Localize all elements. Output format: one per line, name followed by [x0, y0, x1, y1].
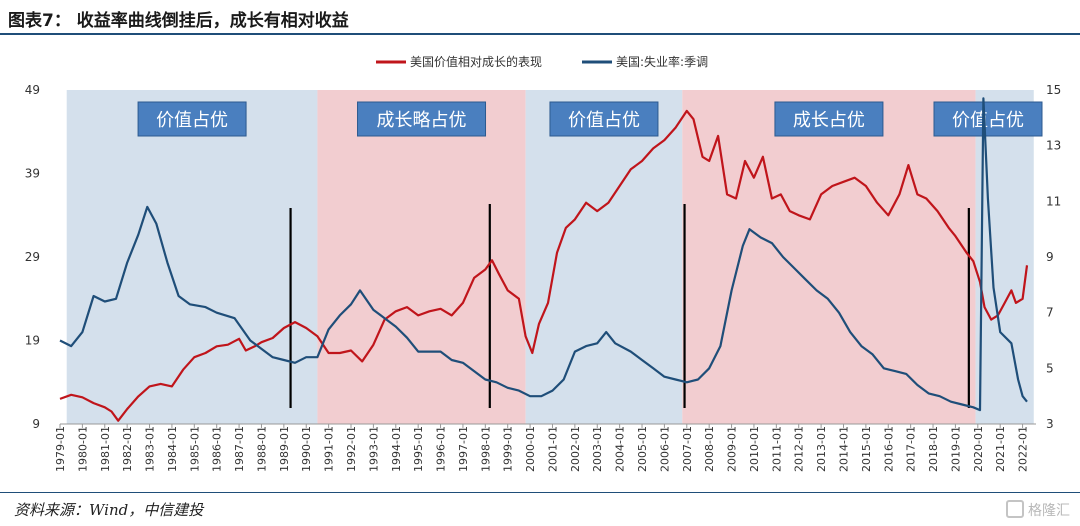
watermark: 格隆汇 [1006, 500, 1070, 520]
x-tick-label-4: 1983-01 [144, 426, 157, 472]
y-right-tick-1: 5 [1046, 361, 1054, 375]
chart-area: 价值占优 成长略占优 价值占优 成长占优 价值占优 9 19 29 39 49 3 5 7 9 11 13 15… [0, 36, 1080, 488]
y-right-tick-0: 3 [1046, 417, 1054, 431]
watermark-text: 格隆汇 [1028, 503, 1070, 519]
y-left-tick-4: 49 [25, 83, 40, 97]
legend-label-0: 美国价值相对成长的表现 [410, 54, 542, 69]
source-note: 资料来源：Wind，中信建投 [14, 501, 204, 519]
x-tick-label-41: 2020-01 [972, 426, 985, 472]
x-tick-label-37: 2016-01 [882, 426, 895, 472]
x-tick-label-38: 2017-01 [905, 426, 918, 472]
region-label-0: 价值占优 [156, 110, 228, 131]
x-tick-label-18: 1997-01 [457, 426, 470, 472]
y-right-tick-5: 13 [1046, 139, 1061, 153]
region-label-3: 成长占优 [793, 110, 865, 131]
x-tick-label-29: 2008-01 [703, 426, 716, 472]
region-label-4: 价值占优 [952, 110, 1024, 131]
x-tick-label-33: 2012-01 [793, 426, 806, 472]
x-tick-label-17: 1996-01 [435, 426, 448, 472]
x-tick-label-21: 2000-01 [524, 426, 537, 472]
x-tick-label-25: 2004-01 [614, 426, 627, 472]
x-tick-label-9: 1988-01 [255, 426, 268, 472]
x-tick-label-13: 1992-01 [345, 426, 358, 472]
y-left-tick-0: 9 [32, 417, 40, 431]
x-tick-label-28: 2007-01 [681, 426, 694, 472]
y-right-tick-3: 9 [1046, 250, 1054, 264]
watermark-logo-icon [1006, 500, 1024, 518]
x-tick-label-6: 1985-01 [188, 426, 201, 472]
x-tick-label-16: 1995-01 [412, 426, 425, 472]
x-tick-label-11: 1990-01 [300, 426, 313, 472]
x-tick-label-43: 2022-01 [1017, 426, 1030, 472]
region-label-box-2 [549, 101, 659, 137]
bottom-rule [0, 492, 1080, 493]
x-tick-label-1: 1980-01 [76, 426, 89, 472]
x-tick-label-34: 2013-01 [815, 426, 828, 472]
x-tick-label-22: 2001-01 [546, 426, 559, 472]
legend-label-1: 美国:失业率:季调 [616, 54, 708, 69]
y-right-tick-6: 15 [1046, 83, 1061, 97]
x-tick-label-0: 1979-01 [54, 426, 67, 472]
y-left-tick-2: 29 [25, 250, 40, 264]
x-tick-label-23: 2002-01 [569, 426, 582, 472]
regime-region-1 [317, 90, 526, 424]
x-tick-label-36: 2015-01 [860, 426, 873, 472]
x-tick-label-39: 2018-01 [927, 426, 940, 472]
x-tick-label-26: 2005-01 [636, 426, 649, 472]
regime-region-2 [525, 90, 683, 424]
x-tick-label-40: 2019-01 [949, 426, 962, 472]
x-tick-label-10: 1989-01 [278, 426, 291, 472]
regime-region-0 [66, 90, 318, 424]
x-tick-label-2: 1981-01 [99, 426, 112, 472]
x-tick-label-14: 1993-01 [367, 426, 380, 472]
regime-region-3 [682, 90, 976, 424]
x-tick-label-24: 2003-01 [591, 426, 604, 472]
series-line-0 [59, 109, 1029, 422]
chart-svg: 价值占优 成长略占优 价值占优 成长占优 价值占优 9 19 29 39 49 3 5 7 9 11 13 15… [25, 54, 1062, 472]
region-label-1: 成长略占优 [377, 110, 467, 131]
y-left-tick-1: 19 [25, 334, 40, 348]
region-label-box-4 [933, 101, 1043, 137]
x-tick-label-27: 2006-01 [658, 426, 671, 472]
x-tick-label-42: 2021-01 [994, 426, 1007, 472]
title-bar: 图表7： 收益率曲线倒挂后，成长有相对收益 [0, 0, 1080, 35]
x-tick-label-5: 1984-01 [166, 426, 179, 472]
chart-title: 图表7： 收益率曲线倒挂后，成长有相对收益 [8, 11, 349, 31]
x-tick-label-32: 2011-01 [770, 426, 783, 472]
y-left-tick-3: 39 [25, 167, 40, 181]
title-rule [0, 33, 1080, 35]
x-tick-label-3: 1982-01 [121, 426, 134, 472]
x-tick-label-19: 1998-01 [479, 426, 492, 472]
region-label-box-1 [357, 101, 487, 137]
x-tick-label-7: 1986-01 [211, 426, 224, 472]
x-tick-label-12: 1991-01 [323, 426, 336, 472]
x-tick-label-35: 2014-01 [837, 426, 850, 472]
x-tick-label-15: 1994-01 [390, 426, 403, 472]
region-label-box-3 [774, 101, 884, 137]
series-line-1 [59, 97, 1028, 412]
x-tick-label-30: 2009-01 [726, 426, 739, 472]
y-right-tick-2: 7 [1046, 306, 1054, 320]
x-tick-label-8: 1987-01 [233, 426, 246, 472]
region-label-box-0 [137, 101, 247, 137]
region-label-2: 价值占优 [568, 110, 640, 131]
x-tick-label-31: 2010-01 [748, 426, 761, 472]
x-tick-label-20: 1999-01 [502, 426, 515, 472]
y-right-tick-4: 11 [1046, 194, 1061, 208]
